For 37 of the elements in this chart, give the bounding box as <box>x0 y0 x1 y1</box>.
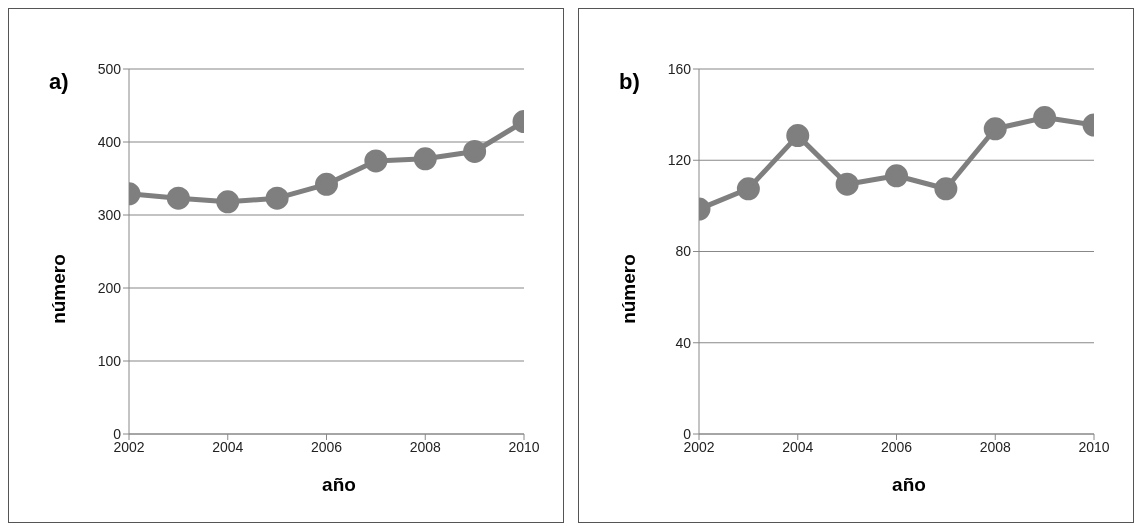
y-axis-title: número <box>48 254 70 324</box>
chart-title: a) <box>49 69 69 95</box>
point <box>463 139 487 163</box>
point <box>786 124 810 148</box>
point <box>736 177 760 201</box>
x-tick-label: 2010 <box>508 438 540 455</box>
point <box>315 172 338 196</box>
x-tick-label: 2008 <box>979 438 1012 455</box>
point <box>364 149 388 173</box>
y-tick-label: 200 <box>97 279 122 296</box>
point <box>835 172 859 196</box>
y-tick-label: 160 <box>667 60 692 77</box>
x-tick-label: 2008 <box>409 438 442 455</box>
x-tick-label: 2004 <box>782 438 814 455</box>
y-tick-label: 120 <box>667 152 692 169</box>
point <box>1033 106 1057 130</box>
point <box>166 186 190 210</box>
point <box>265 186 289 210</box>
point <box>983 117 1007 141</box>
point <box>413 147 437 171</box>
x-tick-label: 2006 <box>310 438 343 455</box>
chart-title: b) <box>619 69 640 95</box>
x-tick-label: 2004 <box>212 438 244 455</box>
y-tick-label: 300 <box>97 206 122 223</box>
y-tick-label: 500 <box>97 60 122 77</box>
x-tick-label: 2006 <box>880 438 913 455</box>
x-axis-title: año <box>891 474 927 496</box>
y-tick-label: 40 <box>675 334 692 351</box>
x-axis-title: año <box>321 474 357 496</box>
point <box>885 164 908 188</box>
y-tick-label: 80 <box>675 243 692 260</box>
y-axis-title: número <box>618 254 640 324</box>
x-tick-label: 2010 <box>1078 438 1110 455</box>
y-tick-label: 400 <box>97 133 122 150</box>
y-tick-label: 100 <box>97 352 122 369</box>
point <box>934 177 958 201</box>
point <box>216 190 240 214</box>
